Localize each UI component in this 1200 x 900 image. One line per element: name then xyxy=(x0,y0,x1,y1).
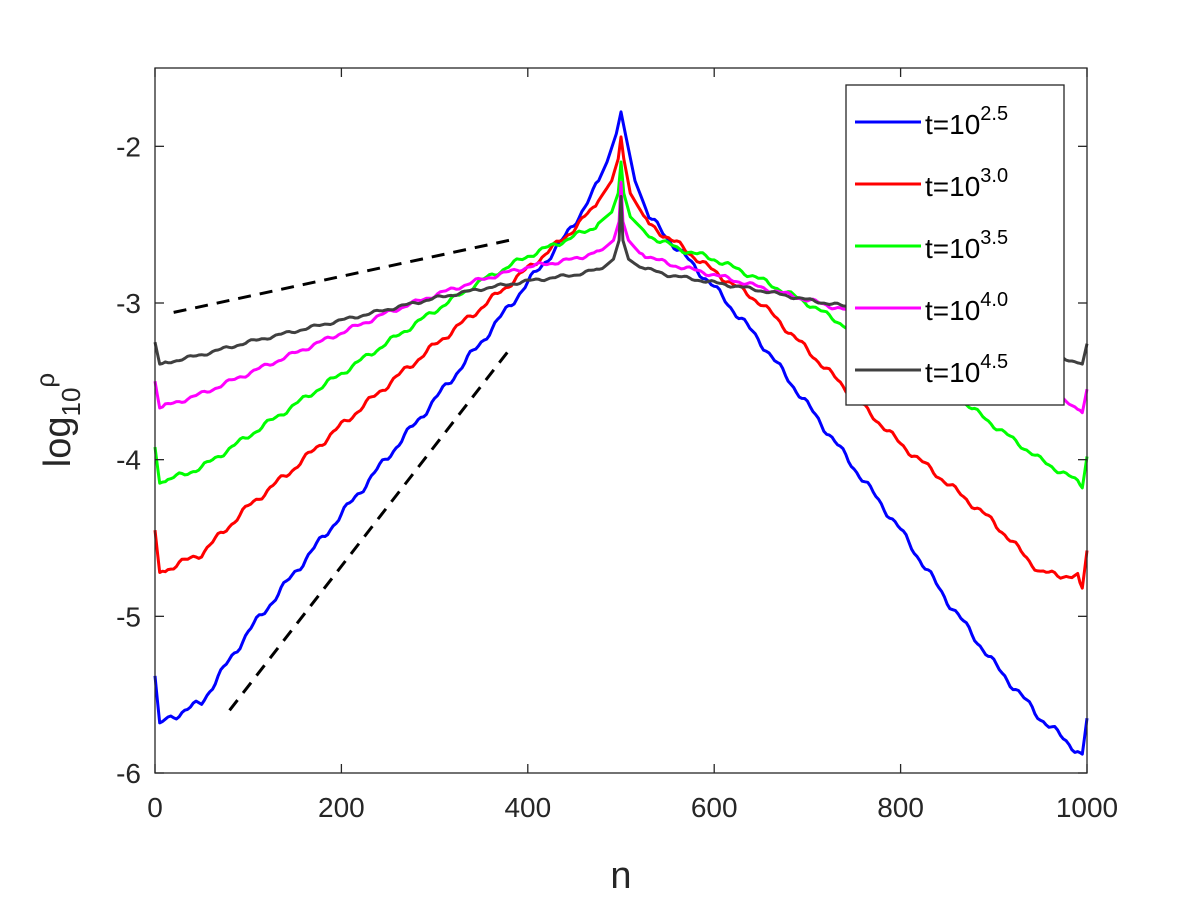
legend-label-t-10-3-0: t=103.0 xyxy=(925,165,1008,202)
x-axis-title: n xyxy=(610,855,631,897)
y-tick-label: -3 xyxy=(116,288,141,319)
reference-line-steep-slope xyxy=(228,349,511,712)
y-tick-label: -4 xyxy=(116,445,141,476)
legend-label-t-10-4-0: t=104.0 xyxy=(925,289,1008,326)
y-axis-title-base: log xyxy=(37,417,79,468)
legend-label-base: t=10 xyxy=(925,233,980,264)
y-axis-title-subscript: 10 xyxy=(56,388,86,417)
legend-label-exponent: 3.5 xyxy=(980,227,1008,249)
y-tick-label: -2 xyxy=(116,131,141,162)
legend-label-exponent: 2.5 xyxy=(980,103,1008,125)
x-tick-label: 1000 xyxy=(1056,792,1118,823)
legend-label-t-10-2-5: t=102.5 xyxy=(925,103,1008,140)
x-tick-label: 200 xyxy=(318,792,365,823)
y-tick-label: -5 xyxy=(116,601,141,632)
plot-frame xyxy=(154,67,1088,774)
y-tick-label: -6 xyxy=(116,758,141,789)
x-tick-label: 800 xyxy=(877,792,924,823)
series-line-t-10-2-5 xyxy=(153,110,1089,756)
legend-label-exponent: 4.5 xyxy=(980,351,1008,373)
y-axis-title-superscript: ρ xyxy=(30,373,60,388)
legend-label-base: t=10 xyxy=(925,295,980,326)
legend-label-t-10-3-5: t=103.5 xyxy=(925,227,1008,264)
x-tick-label: 0 xyxy=(147,792,163,823)
reference-lines xyxy=(173,238,511,712)
legend-label-base: t=10 xyxy=(925,171,980,202)
legend-label-base: t=10 xyxy=(925,109,980,140)
legend: t=102.5t=103.0t=103.5t=104.0t=104.5 xyxy=(845,84,1065,406)
legend-label-t-10-4-5: t=104.5 xyxy=(925,351,1008,388)
y-axis-title: log10ρ xyxy=(30,373,86,467)
legend-label-exponent: 3.0 xyxy=(980,165,1008,187)
x-axis-ticks: 0 200 400 600 800 1000 xyxy=(147,68,1118,823)
x-tick-label: 400 xyxy=(504,792,551,823)
series-line-t-10-3-0 xyxy=(153,135,1089,590)
x-tick-label: 600 xyxy=(691,792,738,823)
legend-items: t=102.5t=103.0t=103.5t=104.0t=104.5 xyxy=(855,103,1008,388)
y-axis-ticks: -6 -5 -4 -3 -2 xyxy=(116,131,1087,789)
legend-label-base: t=10 xyxy=(925,357,980,388)
legend-label-exponent: 4.0 xyxy=(980,289,1008,311)
